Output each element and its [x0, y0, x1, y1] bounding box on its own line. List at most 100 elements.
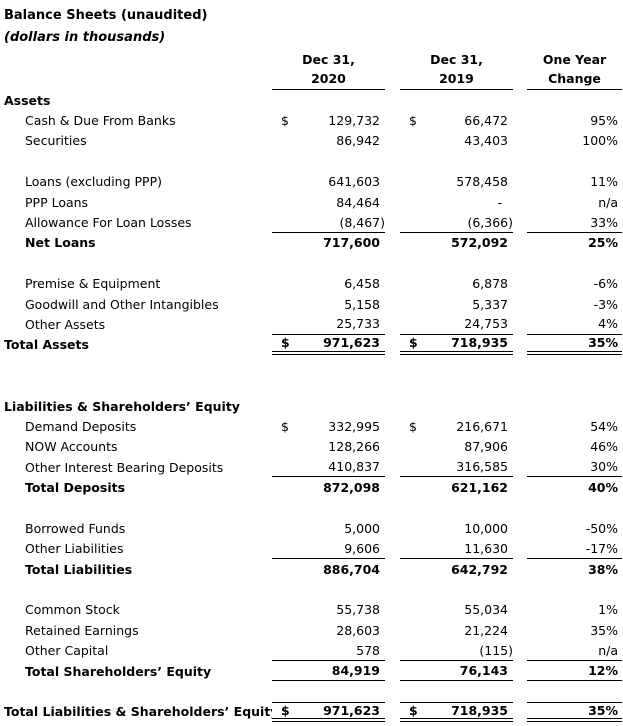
value-2019-cell [400, 90, 513, 110]
change-cell [527, 396, 622, 416]
column-gap [513, 477, 527, 497]
amount-2019: 316,585 [456, 459, 508, 475]
table-row: Total Shareholders’ Equity 84,919 76,143 12… [4, 661, 623, 682]
column-gap [513, 314, 527, 334]
value-2020-cell: 5,000 [272, 518, 385, 538]
value-2019-cell: 76,143 [400, 661, 513, 682]
row-label: Other Liabilities [25, 541, 124, 557]
table-row: Other Assets 25,733 24,753 4% [4, 314, 623, 335]
amount-2019: 76,143 [459, 663, 508, 679]
value-2019-cell: 55,034 [400, 600, 513, 620]
change-cell: 100% [582, 133, 618, 149]
value-2020-cell: (8,467) [272, 212, 385, 233]
table-row: Total Liabilities 886,704 642,792 38% [4, 559, 623, 579]
column-gap [513, 212, 527, 232]
column-gap [513, 50, 527, 90]
column-gap [513, 192, 527, 212]
column-gap [385, 600, 400, 620]
amount-2019: - [497, 194, 502, 210]
column-gap [385, 192, 400, 212]
column-header-label-space [4, 50, 272, 90]
value-2020-cell: 717,600 [272, 233, 385, 253]
column-gap [513, 110, 527, 130]
column-gap [385, 294, 400, 314]
value-2019-cell: 11,630 [400, 539, 513, 559]
value-2019-cell: (6,366) [400, 212, 513, 233]
spacer-row [4, 151, 623, 171]
amount-2019: 578,458 [456, 174, 508, 190]
amount-2019: 6,878 [472, 276, 508, 292]
column-gap [513, 457, 527, 477]
section-header-row: Assets [4, 90, 623, 110]
change-cell: 1% [598, 602, 618, 618]
value-2019-cell: 87,906 [400, 437, 513, 457]
value-2019-cell: 24,753 [400, 314, 513, 335]
column-gap [385, 518, 400, 538]
value-2019-cell: $718,935 [400, 335, 513, 356]
table-row: Total Deposits 872,098 621,162 40% [4, 477, 623, 497]
amount-2019: 43,403 [464, 133, 508, 149]
value-2020-cell: 84,919 [272, 661, 385, 682]
amount-2020: 886,704 [323, 561, 380, 577]
column-gap [385, 212, 400, 232]
column-gap [385, 172, 400, 192]
amount-2020: 25,733 [336, 316, 380, 332]
row-label: Total Assets [4, 337, 89, 353]
column-gap [513, 131, 527, 151]
change-cell: 4% [527, 314, 622, 335]
amount-2020: 6,458 [344, 276, 380, 292]
value-2020-cell: 578 [272, 641, 385, 661]
change-cell: 38% [588, 561, 618, 577]
column-gap [513, 539, 527, 559]
amount-2019: 572,092 [451, 235, 508, 251]
amount-2019: 642,792 [451, 561, 508, 577]
value-2019-cell: 642,792 [400, 559, 513, 579]
value-2020-cell: 886,704 [272, 559, 385, 579]
row-label: Common Stock [25, 602, 120, 618]
column-gap [513, 437, 527, 457]
column-gap [385, 396, 400, 416]
value-2020-cell: 86,942 [272, 131, 385, 151]
column-gap [385, 620, 400, 640]
change-cell: 95% [590, 113, 618, 129]
row-label: Goodwill and Other Intangibles [25, 296, 219, 312]
value-2019-cell: 5,337 [400, 294, 513, 314]
column-gap [385, 702, 400, 722]
value-2020-cell: 5,158 [272, 294, 385, 314]
value-2020-cell: 410,837 [272, 457, 385, 478]
col-header-one-year-change-line2: Change [548, 71, 601, 86]
table-row: Net Loans 717,600 572,092 25% [4, 233, 623, 253]
row-label: Loans (excluding PPP) [25, 174, 162, 190]
value-2019-cell: 10,000 [400, 518, 513, 538]
change-cell: 35% [527, 701, 622, 723]
col-header-dec31-2019: Dec 31, 2019 [400, 50, 513, 90]
column-gap [385, 233, 400, 253]
column-header-row: Dec 31, 2020 Dec 31, 2019 One Year Chang… [4, 50, 623, 90]
row-label: Allowance For Loan Losses [25, 215, 192, 231]
column-gap [385, 437, 400, 457]
change-cell: -17% [527, 539, 622, 559]
section-header-row: Liabilities & Shareholders’ Equity [4, 396, 623, 416]
amount-2020: 872,098 [323, 480, 380, 496]
amount-2019: 5,337 [472, 296, 508, 312]
col-header-dec31-2019-line2: 2019 [439, 71, 474, 86]
change-cell: 46% [590, 439, 618, 455]
value-2019-cell: - [400, 192, 513, 212]
change-cell: 54% [590, 418, 618, 434]
spacer-row [4, 579, 623, 599]
column-gap [513, 641, 527, 661]
table-row: Cash & Due From Banks $129,732 $66,472 95% [4, 110, 623, 130]
amount-2020: 84,464 [336, 194, 380, 210]
col-header-dec31-2020: Dec 31, 2020 [272, 50, 385, 90]
value-2019-cell: 578,458 [400, 172, 513, 192]
col-header-one-year-change: One Year Change [527, 50, 622, 90]
column-gap [513, 661, 527, 681]
amount-2019: 718,935 [451, 702, 508, 718]
row-label: Other Capital [25, 643, 109, 659]
amount-2020: 332,995 [328, 418, 380, 434]
change-cell: 25% [588, 235, 618, 251]
amount-2019: 10,000 [464, 520, 508, 536]
column-gap [513, 600, 527, 620]
value-2020-cell: 84,464 [272, 192, 385, 212]
report-title: Balance Sheets (unaudited) [4, 8, 208, 23]
